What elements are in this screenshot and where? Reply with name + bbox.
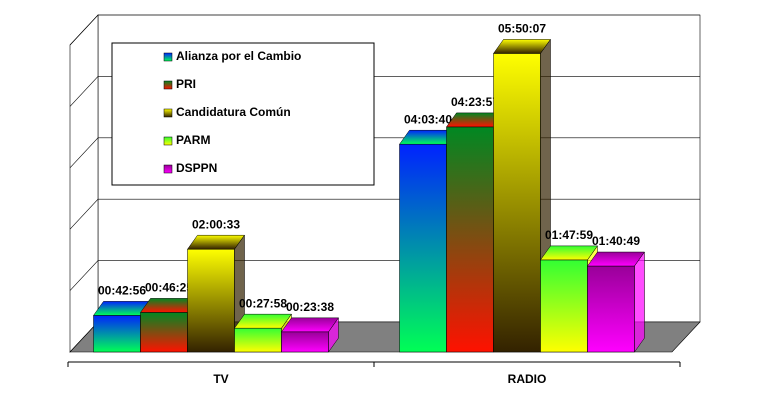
bar	[587, 251, 645, 353]
data-label: 01:40:49	[592, 234, 640, 248]
bar	[187, 234, 245, 353]
left-wall	[69, 14, 99, 353]
legend-label: Candidatura Común	[176, 105, 291, 119]
grid-line	[69, 14, 700, 46]
legend-label: PARM	[176, 133, 210, 147]
x-tick-label: TV	[213, 372, 228, 386]
data-label: 04:23:57	[451, 95, 499, 109]
legend-label: PRI	[176, 77, 196, 91]
data-label: 04:03:40	[404, 112, 452, 126]
data-label: 05:50:07	[498, 22, 546, 36]
legend-swatch	[163, 80, 173, 90]
legend-swatch	[163, 52, 173, 62]
bar-front	[281, 331, 329, 353]
data-label: 00:46:25	[145, 281, 193, 295]
data-label: 00:42:56	[98, 284, 146, 298]
x-tick-label: RADIO	[508, 372, 547, 386]
bar-front	[234, 327, 282, 353]
legend-box	[111, 42, 375, 186]
legend-swatch	[163, 108, 173, 118]
data-label: 02:00:33	[192, 217, 240, 231]
bar-front	[399, 143, 447, 353]
data-label: 01:47:59	[545, 228, 593, 242]
legend-swatch	[163, 164, 173, 174]
legend-label: DSPPN	[176, 161, 217, 175]
bar-front	[587, 265, 635, 353]
bar-side	[634, 251, 645, 353]
legend-label: Alianza por el Cambio	[176, 49, 301, 63]
data-label: 00:23:38	[286, 300, 334, 314]
bar-side	[328, 317, 339, 353]
data-label: 00:27:58	[239, 296, 287, 310]
bar-front	[493, 53, 541, 353]
bar	[281, 317, 339, 353]
legend-swatch	[163, 136, 173, 146]
bar-front	[540, 259, 588, 353]
bar-front	[187, 248, 235, 353]
bar-front	[446, 126, 494, 353]
bar-front	[93, 315, 141, 353]
bar-front	[140, 312, 188, 353]
